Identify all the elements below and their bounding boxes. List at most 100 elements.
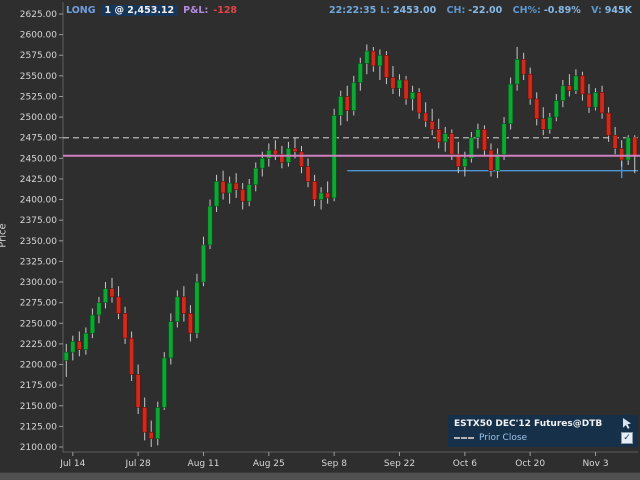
candle-body <box>318 192 324 200</box>
x-tick-label: Oct 6 <box>453 459 477 469</box>
x-tick-label: Sep 22 <box>384 459 415 469</box>
candle-body <box>292 148 298 153</box>
candle-body <box>253 167 259 186</box>
candle-body <box>547 116 553 130</box>
y-tick-label: 2400.00 <box>20 196 57 206</box>
y-tick-label: 2250.00 <box>20 319 57 329</box>
candle-body <box>377 54 383 67</box>
bottom-scrollbar[interactable] <box>0 472 640 480</box>
prior-close-checkbox[interactable]: ✓ <box>621 432 633 444</box>
candle-body <box>240 189 246 202</box>
candle-body <box>181 296 187 314</box>
candle-body <box>279 153 285 163</box>
candle-body <box>619 148 625 161</box>
candle-body <box>593 92 599 108</box>
candle-body <box>364 50 370 64</box>
y-tick-label: 2325.00 <box>20 257 57 267</box>
candle-body <box>625 137 631 161</box>
prior-close-dash-sample <box>454 437 474 439</box>
candle-body <box>579 75 585 95</box>
y-tick-label: 2625.00 <box>20 10 57 20</box>
pnl-label: P&L: <box>183 5 209 16</box>
candle-body <box>187 313 193 334</box>
candle-body <box>116 296 122 314</box>
candle-body <box>527 73 533 100</box>
candle-body <box>305 166 311 182</box>
candle-body <box>96 302 102 316</box>
position-detail: 1 @ 2,453.12 <box>100 5 179 16</box>
x-tick-label: Jul 14 <box>59 459 85 469</box>
candle-body <box>462 158 468 167</box>
symbol-label: ESTX50 DEC'12 Futures@DTB <box>454 418 603 429</box>
candle-body <box>429 120 435 130</box>
legend-symbol-row[interactable]: ESTX50 DEC'12 Futures@DTB <box>454 418 633 429</box>
candle-body <box>606 112 612 136</box>
x-tick-label: Aug 11 <box>188 459 220 469</box>
y-tick-label: 2475.00 <box>20 134 57 144</box>
candle-body <box>194 281 200 334</box>
candle-body <box>83 332 89 350</box>
candle-body <box>155 407 161 440</box>
x-tick-label: Nov 3 <box>582 459 608 469</box>
candle-body <box>455 153 461 167</box>
candle-body <box>207 205 213 246</box>
candle-body <box>436 129 442 143</box>
prior-close-label: Prior Close <box>479 433 528 443</box>
candle-body <box>233 182 239 190</box>
candle-body <box>468 137 474 159</box>
candle-body <box>560 85 566 101</box>
y-tick-label: 2300.00 <box>20 278 57 288</box>
candle-body <box>76 341 82 350</box>
candle-body <box>200 244 207 283</box>
candle-body <box>148 431 154 440</box>
candle-body <box>129 337 135 375</box>
candle-body <box>383 54 389 78</box>
candle-body <box>325 192 331 199</box>
candle-body <box>370 50 376 67</box>
candle-body <box>632 137 638 157</box>
x-tick-label: Aug 25 <box>253 459 285 469</box>
y-tick-label: 2550.00 <box>20 72 57 82</box>
candle-body <box>488 149 494 172</box>
candle-body <box>338 96 344 116</box>
candle-body <box>259 158 265 169</box>
candle-body <box>396 79 403 89</box>
candle-body <box>220 181 226 194</box>
candle-body <box>423 112 429 122</box>
candle-body <box>70 341 76 353</box>
candle-body <box>566 85 572 92</box>
x-tick-label: Sep 8 <box>321 459 347 469</box>
candle-body <box>272 149 278 155</box>
candle-body <box>161 357 167 408</box>
y-tick-label: 2200.00 <box>20 361 57 371</box>
pnl-value: -128 <box>213 5 238 16</box>
cursor-icon <box>623 418 631 429</box>
y-tick-label: 2375.00 <box>20 216 57 226</box>
y-tick-label: 2575.00 <box>20 51 57 61</box>
candle-body <box>298 151 305 167</box>
candle-body <box>214 181 220 207</box>
candle-body <box>168 321 174 359</box>
y-tick-label: 2150.00 <box>20 402 57 412</box>
y-tick-label: 2350.00 <box>20 237 57 247</box>
candle-body <box>475 129 481 139</box>
candle-body <box>135 374 141 408</box>
candle-body <box>89 314 95 334</box>
y-tick-label: 2450.00 <box>20 154 57 164</box>
x-axis-labels: Jul 14 Jul 28 Aug 11 Aug 25 Sep 8 Sep 22 Oct 6… <box>59 452 609 469</box>
candle-body <box>521 59 527 75</box>
candle-body <box>573 75 579 92</box>
candle-body <box>410 92 416 100</box>
candle-body <box>612 134 618 149</box>
candle-body <box>227 182 233 194</box>
y-tick-label: 2425.00 <box>20 175 57 185</box>
change-pct-value: -0.89% <box>543 5 581 16</box>
y-tick-label: 2175.00 <box>20 381 57 391</box>
candle-body <box>122 313 128 339</box>
candle-body <box>442 133 448 143</box>
y-tick-label: 2100.00 <box>20 443 57 453</box>
candle-body <box>312 181 318 200</box>
candle-body <box>481 129 487 151</box>
